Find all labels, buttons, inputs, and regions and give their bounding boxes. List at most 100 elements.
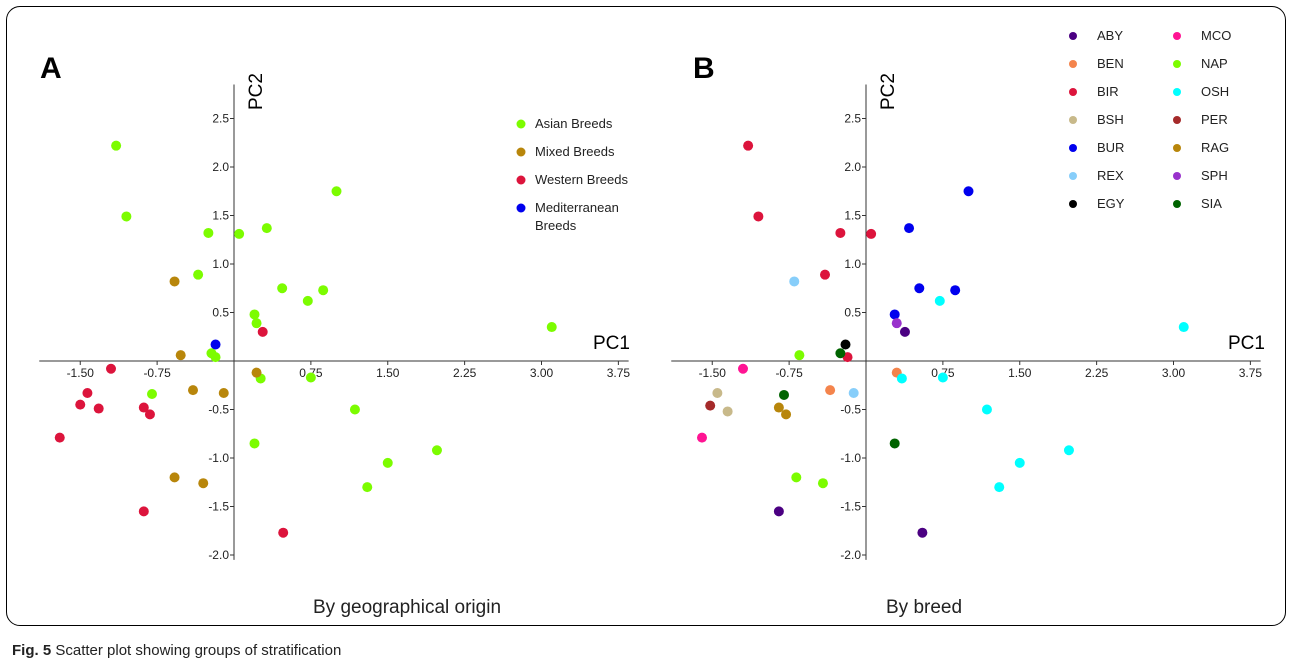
legend-marker	[1069, 60, 1077, 68]
data-point	[277, 283, 288, 294]
y-tick-label: -0.5	[840, 403, 861, 417]
data-point	[981, 404, 992, 415]
y-tick-label: 0.5	[844, 306, 861, 320]
data-point	[794, 350, 805, 361]
data-point	[111, 140, 122, 151]
x-tick-label: -0.75	[775, 366, 803, 380]
y-tick-label: 1.0	[212, 257, 229, 271]
y-tick-label: 2.5	[212, 112, 229, 126]
legend-label: Western Breeds	[535, 172, 628, 187]
data-point	[210, 352, 221, 363]
data-point	[934, 295, 945, 306]
legend-marker	[1069, 116, 1077, 124]
data-point	[697, 432, 707, 443]
legend-label: SIA	[1201, 196, 1222, 211]
data-point	[251, 318, 262, 329]
y-tick-label: 1.5	[844, 209, 861, 223]
data-point	[891, 318, 902, 329]
data-point	[210, 339, 221, 350]
data-point	[1014, 457, 1025, 468]
x-tick-label: 1.50	[1008, 366, 1032, 380]
y-tick-label: 1.5	[212, 209, 229, 223]
data-point	[382, 457, 393, 468]
data-point	[866, 228, 877, 239]
data-point	[779, 389, 789, 400]
y-tick-label: 0.5	[212, 306, 229, 320]
data-point	[840, 339, 851, 350]
y-tick-label: -1.5	[840, 500, 861, 514]
x-tick-label: 3.00	[530, 366, 554, 380]
data-point	[994, 482, 1005, 493]
legend-label: BSH	[1097, 112, 1124, 127]
legend-label: Mediterranean Breeds	[535, 200, 619, 233]
legend-label: Mixed Breeds	[535, 144, 615, 159]
data-point	[147, 388, 157, 399]
legend-marker	[1173, 172, 1181, 180]
legend-marker	[1069, 32, 1077, 40]
y-tick-label: -2.0	[208, 548, 229, 562]
data-point	[218, 388, 229, 399]
data-point	[820, 269, 830, 280]
x-tick-label: -1.50	[67, 366, 95, 380]
x-tick-label: 1.50	[376, 366, 400, 380]
x-tick-label: 3.75	[607, 366, 631, 380]
data-point	[349, 404, 360, 415]
data-point	[82, 388, 93, 399]
data-point	[825, 385, 836, 396]
legend-label: ABY	[1097, 28, 1123, 43]
data-point	[789, 276, 800, 287]
legend-marker	[1069, 172, 1077, 180]
panel-caption: By breed	[886, 597, 962, 618]
data-point	[251, 367, 262, 378]
y-tick-label: 2.5	[844, 112, 861, 126]
data-point	[896, 373, 907, 384]
data-point	[1178, 322, 1189, 333]
data-point	[738, 363, 748, 374]
legend-marker	[1173, 88, 1181, 96]
data-point	[705, 400, 716, 411]
data-point	[193, 269, 204, 280]
legend-marker	[1069, 88, 1077, 96]
legend-label: REX	[1097, 168, 1124, 183]
y-axis-label: PC2	[246, 73, 267, 110]
data-point	[302, 295, 313, 306]
figure-caption-text: Scatter plot showing groups of stratific…	[55, 642, 342, 659]
data-point	[743, 140, 754, 151]
legend-marker	[516, 147, 526, 157]
x-tick-label: 2.25	[1085, 366, 1109, 380]
y-tick-label: -1.5	[208, 500, 229, 514]
data-point	[305, 372, 316, 383]
data-point	[138, 506, 149, 517]
data-point	[781, 409, 792, 420]
data-point	[249, 438, 260, 449]
legend-label: RAG	[1201, 140, 1229, 155]
data-point	[257, 326, 268, 337]
data-point	[937, 372, 948, 383]
data-point	[917, 527, 928, 538]
legend-label: BEN	[1097, 56, 1124, 71]
x-tick-label: 3.75	[1239, 366, 1263, 380]
y-tick-label: -2.0	[840, 548, 861, 562]
y-tick-label: 2.0	[212, 160, 229, 174]
x-tick-label: 2.25	[453, 366, 477, 380]
x-tick-label: -0.75	[143, 366, 171, 380]
legend-label: EGY	[1097, 196, 1125, 211]
data-point	[203, 227, 214, 238]
panel-caption: By geographical origin	[313, 597, 501, 618]
panel-letter: A	[40, 52, 62, 85]
legend-label: BIR	[1097, 84, 1119, 99]
data-point	[138, 402, 149, 413]
legend: ABY BEN BIR BSH BUR REX EGY MCO NAP OSH PER RAG SPH S…	[1069, 28, 1231, 211]
x-axis-label: PC1	[1228, 333, 1265, 354]
legend-marker	[516, 119, 526, 129]
legend-marker	[1173, 116, 1181, 124]
data-point	[169, 276, 180, 287]
legend-label: BUR	[1097, 140, 1124, 155]
data-point	[75, 399, 86, 410]
data-point	[234, 228, 245, 239]
panel-b: BPC1PC2-1.50-0.750.751.502.253.003.752.5…	[671, 28, 1265, 618]
panel-letter: B	[693, 52, 715, 85]
x-tick-label: 3.00	[1162, 366, 1186, 380]
data-point	[904, 223, 915, 234]
legend-label: Asian Breeds	[535, 116, 613, 131]
